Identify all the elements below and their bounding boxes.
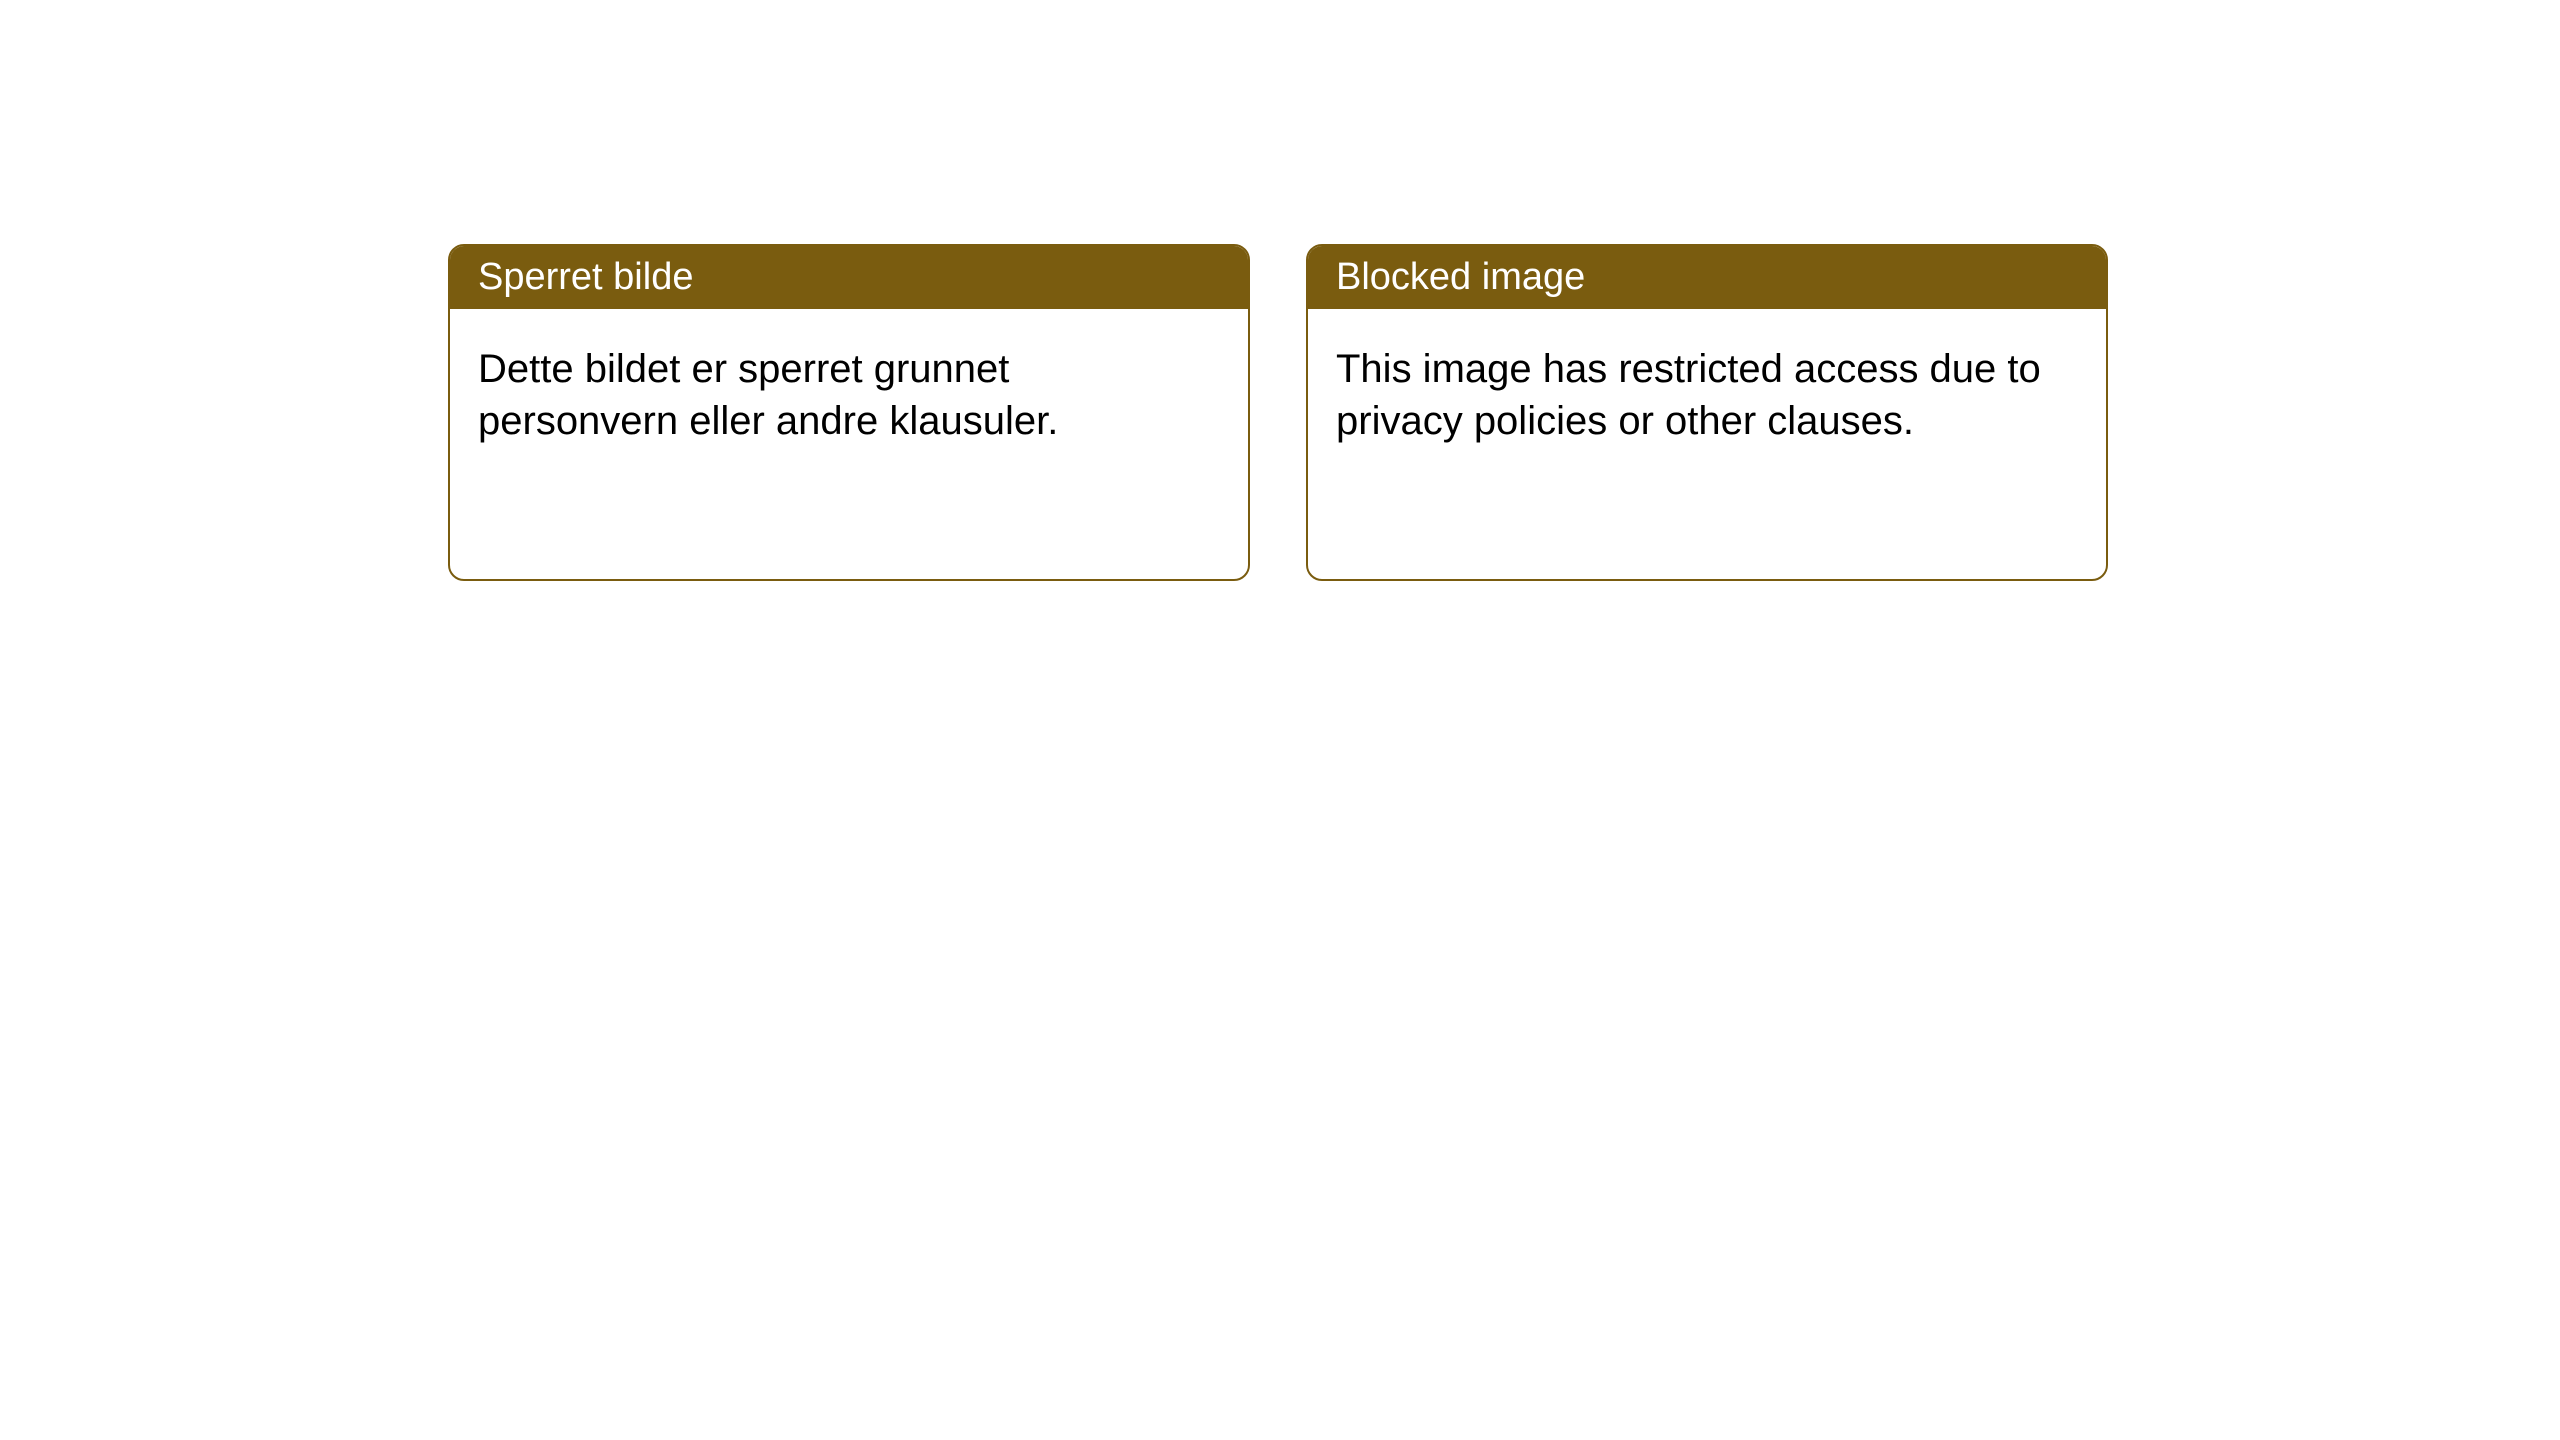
notice-header: Blocked image [1308, 246, 2106, 309]
notice-card-english: Blocked image This image has restricted … [1306, 244, 2108, 581]
notice-header: Sperret bilde [450, 246, 1248, 309]
notice-body: This image has restricted access due to … [1308, 309, 2106, 579]
notice-body: Dette bildet er sperret grunnet personve… [450, 309, 1248, 579]
notice-container: Sperret bilde Dette bildet er sperret gr… [0, 0, 2560, 581]
notice-card-norwegian: Sperret bilde Dette bildet er sperret gr… [448, 244, 1250, 581]
